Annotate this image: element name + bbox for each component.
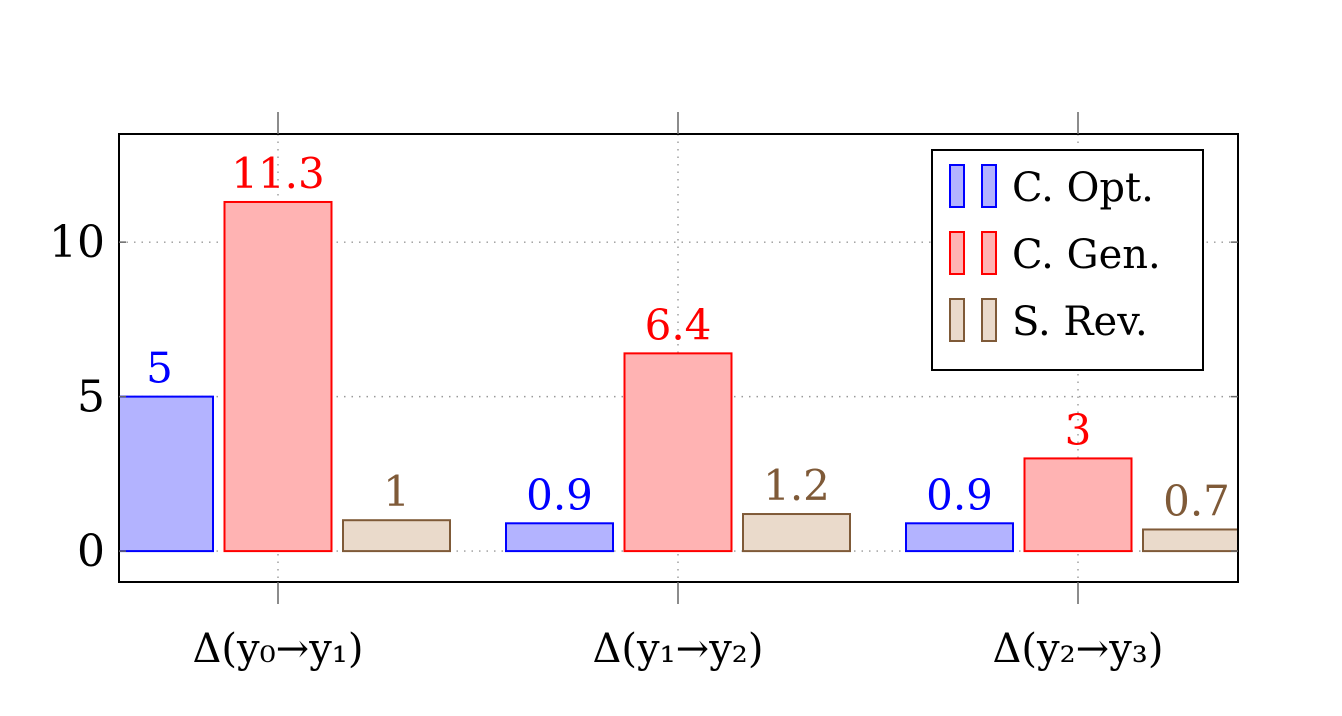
y-tick-label: 0	[77, 526, 105, 577]
y-tick-label: 5	[77, 372, 105, 423]
legend: C. Opt. C. Gen. S. Rev.	[931, 149, 1204, 371]
bar	[1142, 528, 1238, 553]
data-label: 3	[1065, 405, 1092, 454]
bars	[119, 200, 1238, 553]
legend-swatch	[949, 164, 965, 208]
x-tick-label: Δ(y₀→y₁)	[193, 626, 364, 672]
legend-swatch	[949, 298, 965, 342]
legend-swatch	[981, 298, 997, 342]
y-tick-label: 10	[49, 217, 105, 268]
bar	[119, 395, 214, 553]
data-label: 6.4	[645, 300, 712, 349]
legend-swatch	[981, 231, 997, 275]
legend-swatch	[981, 164, 997, 208]
x-tick-label: Δ(y₁→y₂)	[593, 626, 764, 672]
data-label: 1.2	[763, 461, 830, 510]
axes: 0 5 10 Δ(y₀→y₁) Δ(y₁→y₂) Δ(y₂→y₃)	[49, 112, 1239, 672]
data-label: 0.9	[526, 470, 593, 519]
legend-swatch	[949, 231, 965, 275]
data-label: 0.9	[926, 470, 993, 519]
bar	[223, 200, 333, 553]
data-label: 5	[146, 344, 173, 393]
x-tick-label: Δ(y₂→y₃)	[993, 626, 1164, 672]
bar	[623, 352, 733, 553]
data-labels: 5 0.9 0.9 11.3 6.4 3 1 1.2 0.7	[146, 149, 1230, 526]
bar	[342, 519, 451, 553]
bar	[1023, 457, 1133, 553]
data-label: 1	[383, 467, 410, 516]
legend-label: C. Opt.	[1012, 165, 1154, 211]
legend-box	[931, 149, 1204, 371]
data-label: 0.7	[1163, 476, 1230, 525]
bar	[742, 513, 851, 553]
bar	[905, 522, 1014, 553]
data-label: 11.3	[231, 149, 325, 198]
legend-label: C. Gen.	[1012, 232, 1161, 278]
bar	[505, 522, 614, 553]
legend-label: S. Rev.	[1012, 299, 1148, 345]
